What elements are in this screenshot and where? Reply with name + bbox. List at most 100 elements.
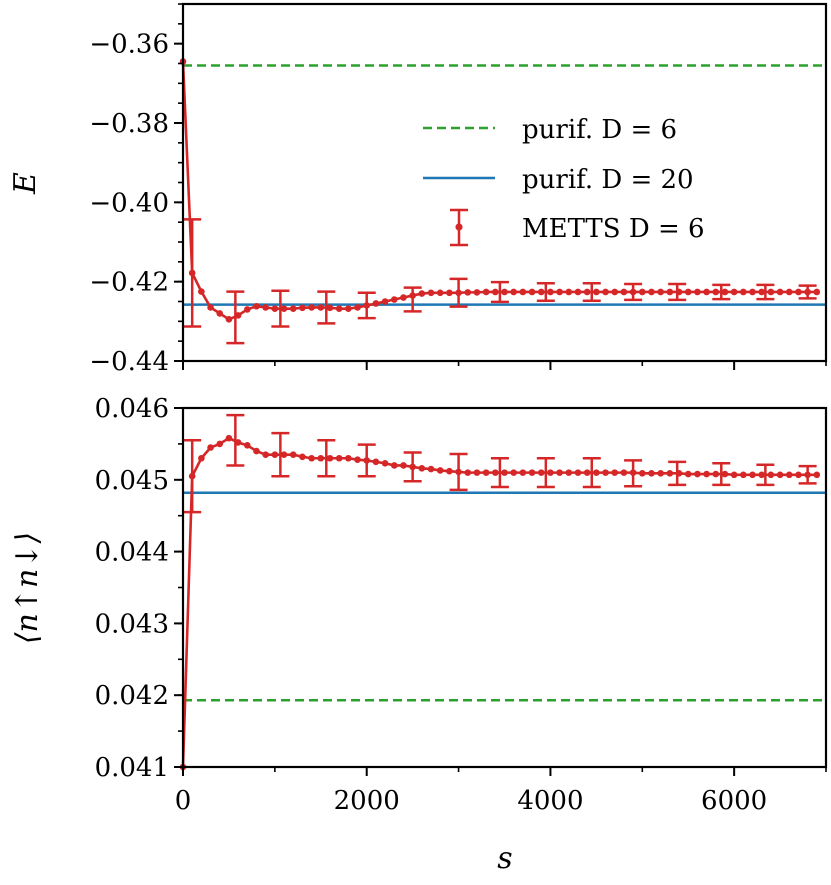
metts-point (326, 454, 334, 462)
metts-errorbar (226, 290, 245, 345)
metts-point (767, 471, 775, 479)
metts-errorbar (403, 451, 422, 483)
occupancy-metts-series (179, 413, 821, 771)
metts-point (317, 304, 325, 311)
metts-point (657, 470, 664, 477)
metts-point (666, 470, 674, 477)
metts-errorbar (798, 464, 817, 485)
metts-point (721, 470, 729, 478)
energy-y-ticks: −0.44 −0.42 −0.40 −0.38 −0.36 (89, 3, 183, 377)
metts-point (602, 288, 609, 296)
metts-point (565, 288, 573, 296)
metts-point (317, 454, 325, 462)
metts-point (501, 469, 508, 476)
metts-point (785, 471, 793, 479)
y-tick-label: 0.044 (95, 538, 169, 568)
metts-point (574, 469, 582, 476)
metts-point (345, 305, 352, 312)
metts-point (262, 304, 269, 311)
metts-point (501, 288, 508, 296)
metts-point (308, 454, 315, 462)
metts-point (198, 454, 205, 462)
metts-point (335, 305, 343, 312)
metts-point (335, 454, 343, 462)
metts-errorbar (668, 282, 687, 302)
metts-point (390, 296, 398, 303)
metts-point (528, 469, 536, 476)
metts-point (436, 467, 444, 474)
metts-point (207, 304, 214, 311)
metts-point (703, 470, 710, 478)
legend: purif. D = 6 purif. D = 20 METTS D = 6 (423, 115, 705, 247)
metts-point (289, 305, 297, 312)
occupancy-y-ticks: 0.041 0.042 0.043 0.044 0.045 0.046 (95, 394, 183, 783)
metts-errorbar (449, 277, 468, 308)
metts-point (730, 471, 738, 479)
metts-point (280, 305, 288, 312)
metts-point (638, 288, 646, 296)
metts-point (712, 470, 720, 478)
y-tick-label: 0.042 (95, 681, 169, 711)
y-tick-label: −0.36 (89, 30, 169, 60)
metts-errorbar (582, 457, 601, 489)
metts-point (767, 288, 775, 296)
metts-point (510, 469, 517, 476)
metts-point (225, 316, 233, 323)
metts-errorbar (536, 282, 555, 302)
x-tick-label: 0 (175, 786, 192, 816)
metts-point (207, 444, 214, 451)
metts-point (464, 469, 472, 476)
metts-point (446, 289, 453, 297)
metts-point (528, 288, 536, 296)
metts-point (565, 469, 573, 476)
metts-point (492, 469, 499, 476)
metts-point (289, 451, 297, 458)
metts-errorbar (490, 280, 509, 304)
metts-point (537, 288, 545, 296)
metts-point (372, 300, 380, 307)
metts-line (181, 61, 817, 321)
metts-point (473, 469, 481, 476)
metts-point (694, 470, 701, 478)
metts-point (795, 288, 802, 296)
metts-point (740, 471, 747, 479)
metts-point (253, 447, 260, 455)
metts-point (547, 288, 554, 296)
metts-point (308, 304, 315, 311)
metts-point (684, 288, 692, 296)
metts-point (473, 289, 481, 296)
metts-point (694, 288, 701, 296)
metts-point (326, 304, 334, 312)
metts-point (519, 288, 527, 296)
legend-purif-d6-label: purif. D = 6 (522, 115, 677, 145)
energy-y-axis-label: E (8, 172, 43, 195)
occupancy-reference-lines (183, 491, 826, 702)
metts-point (574, 288, 582, 296)
metts-errorbar (271, 289, 290, 328)
metts-errorbar (582, 282, 601, 302)
metts-point (602, 469, 609, 476)
legend-purif-d20-label: purif. D = 20 (522, 165, 694, 195)
metts-point (262, 451, 269, 458)
metts-point (547, 469, 554, 476)
metts-point (216, 310, 224, 317)
legend-metts-label: METTS D = 6 (522, 214, 705, 244)
metts-point (740, 288, 747, 296)
metts-point (785, 288, 793, 296)
x-tick-label: 4000 (517, 786, 583, 816)
metts-errorbar (756, 283, 775, 301)
metts-point (620, 469, 628, 476)
metts-point (390, 462, 398, 469)
y-tick-label: 0.043 (95, 609, 169, 639)
metts-point (253, 302, 260, 310)
occupancy-x-ticks: 0 2000 4000 6000 (175, 767, 827, 816)
metts-errorbar (668, 460, 687, 487)
metts-point (776, 471, 784, 479)
metts-point (519, 469, 527, 476)
metts-point (271, 451, 279, 458)
metts-point (749, 288, 756, 296)
y-tick-label: −0.42 (89, 268, 169, 298)
metts-point (492, 288, 499, 296)
metts-errorbar (756, 463, 775, 487)
metts-point (593, 288, 600, 296)
